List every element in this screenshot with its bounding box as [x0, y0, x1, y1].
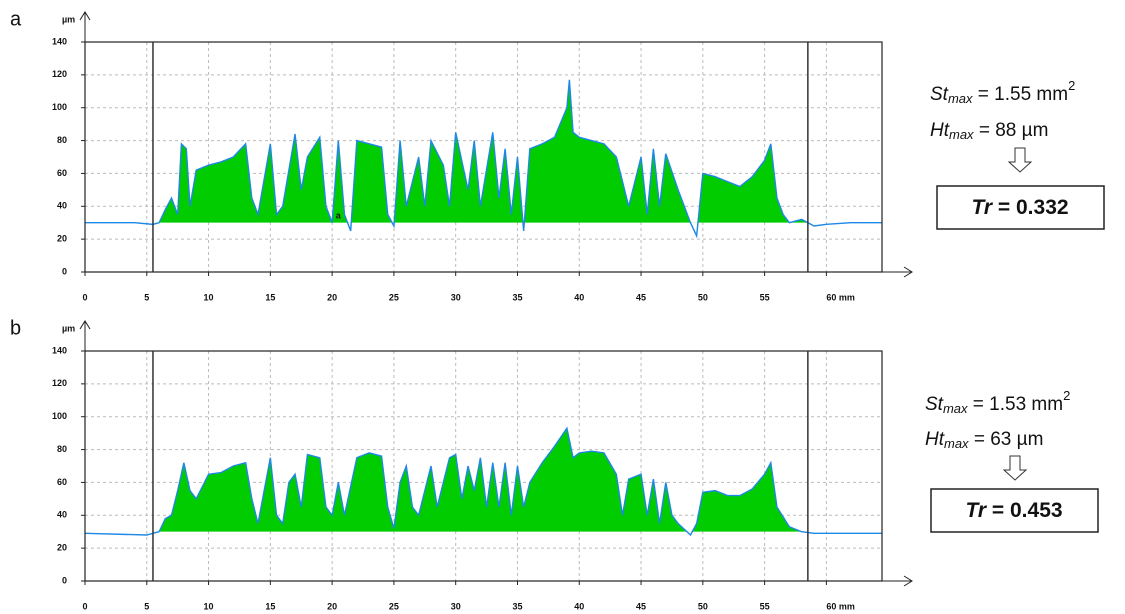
marker-label: a	[336, 211, 342, 221]
tr: Tr = 0.332	[971, 196, 1068, 219]
x-tick-label: 45	[636, 601, 646, 611]
x-tick-label: 60 mm	[826, 601, 855, 611]
y-axis-arrow	[79, 11, 91, 42]
x-tick-label: 5	[144, 601, 149, 611]
result-box	[930, 488, 1099, 533]
y-tick-label: 0	[62, 266, 67, 276]
panel-label: b	[10, 317, 21, 339]
y-tick-label: 0	[62, 575, 67, 585]
y-tick-label: 120	[52, 378, 67, 388]
y-tick-label: 20	[57, 234, 67, 244]
x-tick-label: 20	[327, 292, 337, 302]
y-axis-arrow	[79, 320, 91, 351]
x-tick-label: 0	[82, 601, 87, 611]
x-tick-label: 20	[327, 601, 337, 611]
x-tick-label: 35	[512, 292, 522, 302]
x-tick-label: 40	[574, 601, 584, 611]
ht-max: Htmax = 88 µm	[930, 120, 1048, 142]
arrow	[1002, 455, 1028, 481]
x-tick-label: 30	[451, 292, 461, 302]
y-tick-label: 100	[52, 411, 67, 421]
x-tick-label: 25	[389, 601, 399, 611]
x-axis-arrow	[882, 575, 913, 587]
y-tick-label: 40	[57, 201, 67, 211]
x-tick-label: 10	[204, 601, 214, 611]
tr: Tr = 0.453	[965, 499, 1062, 522]
x-tick-label: 15	[265, 601, 275, 611]
y-tick-label: 140	[52, 345, 67, 355]
y-tick-label: 60	[57, 168, 67, 178]
profile-line	[84, 426, 882, 537]
x-tick-label: 35	[512, 601, 522, 611]
arrow	[1007, 147, 1033, 173]
y-tick-label: 80	[57, 444, 67, 454]
x-tick-label: 0	[82, 292, 87, 302]
y-tick-label: 140	[52, 36, 67, 46]
x-tick-label: 30	[451, 601, 461, 611]
x-tick-label: 55	[760, 292, 770, 302]
st-max: Stmax = 1.53 mm2	[925, 388, 1070, 416]
x-tick-label: 15	[265, 292, 275, 302]
ht-max: Htmax = 63 µm	[925, 429, 1043, 451]
profile-fill	[152, 79, 808, 223]
x-tick-label: 5	[144, 292, 149, 302]
panel-label: a	[10, 8, 22, 30]
x-tick-label: 50	[698, 292, 708, 302]
x-axis-arrow	[882, 266, 913, 278]
st-max: Stmax = 1.55 mm2	[930, 78, 1075, 106]
x-tick-label: 50	[698, 601, 708, 611]
plot-frame	[84, 41, 883, 273]
profile-fill	[152, 428, 808, 532]
x-tick-label: 25	[389, 292, 399, 302]
result-box	[936, 185, 1105, 230]
y-tick-label: 80	[57, 135, 67, 145]
y-tick-label: 100	[52, 102, 67, 112]
y-axis-label: µm	[62, 14, 75, 24]
x-tick-label: 10	[204, 292, 214, 302]
y-tick-label: 20	[57, 543, 67, 553]
plot-frame	[84, 350, 883, 582]
x-tick-label: 60 mm	[826, 292, 855, 302]
y-axis-label: µm	[62, 323, 75, 333]
profile-line	[85, 79, 882, 239]
x-tick-label: 45	[636, 292, 646, 302]
y-tick-label: 60	[57, 477, 67, 487]
x-tick-label: 55	[760, 601, 770, 611]
y-tick-label: 40	[57, 510, 67, 520]
x-tick-label: 40	[574, 292, 584, 302]
y-tick-label: 120	[52, 69, 67, 79]
